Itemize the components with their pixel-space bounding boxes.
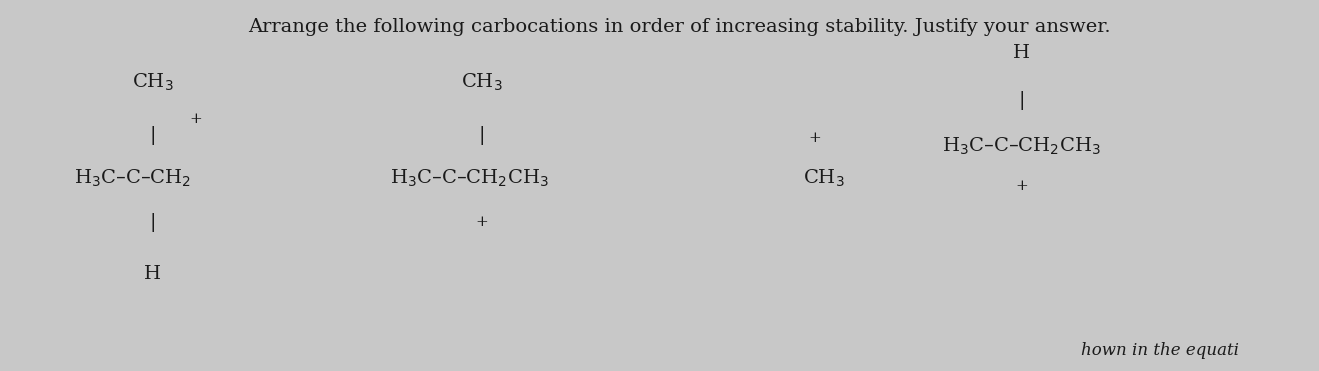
Text: +: + xyxy=(190,112,203,126)
Text: CH$_3$: CH$_3$ xyxy=(803,167,845,189)
Text: H: H xyxy=(1013,44,1030,62)
Text: +: + xyxy=(1016,178,1028,193)
Text: H$_3$C–C–CH$_2$CH$_3$: H$_3$C–C–CH$_2$CH$_3$ xyxy=(943,136,1101,157)
Text: H$_3$C–C–CH$_2$: H$_3$C–C–CH$_2$ xyxy=(74,167,191,189)
Text: CH$_3$: CH$_3$ xyxy=(132,72,174,93)
Text: hown in the equati: hown in the equati xyxy=(1080,342,1239,358)
Text: +: + xyxy=(475,215,488,229)
Text: H: H xyxy=(144,265,161,283)
Text: H$_3$C–C–CH$_2$CH$_3$: H$_3$C–C–CH$_2$CH$_3$ xyxy=(389,167,549,189)
Text: |: | xyxy=(1018,91,1025,110)
Text: |: | xyxy=(149,126,156,145)
Text: +: + xyxy=(809,131,822,145)
Text: |: | xyxy=(149,213,156,232)
Text: CH$_3$: CH$_3$ xyxy=(460,72,503,93)
Text: Arrange the following carbocations in order of increasing stability. Justify you: Arrange the following carbocations in or… xyxy=(248,18,1111,36)
Text: |: | xyxy=(479,126,485,145)
